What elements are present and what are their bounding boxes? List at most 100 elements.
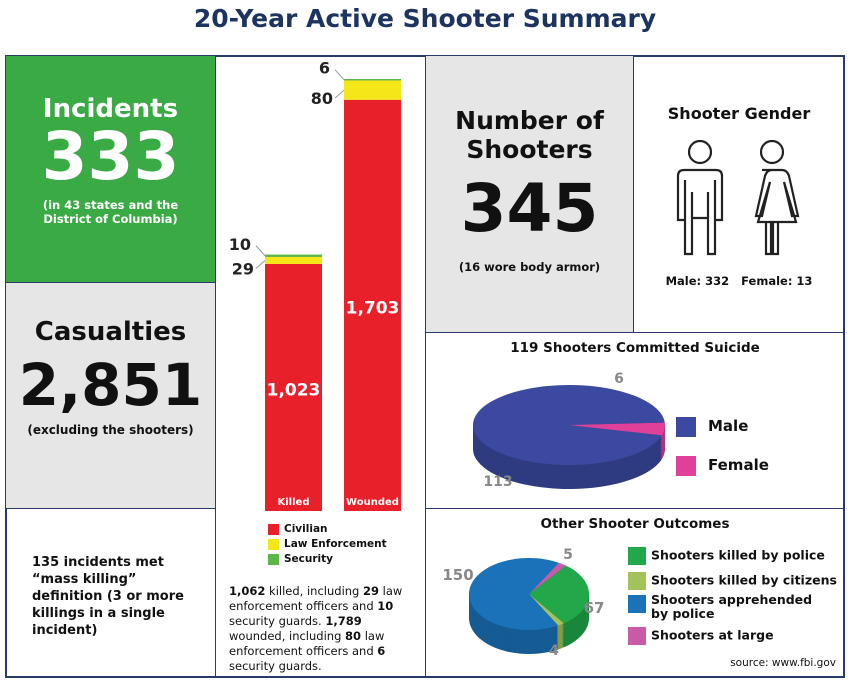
legend-swatch xyxy=(628,627,646,645)
pie-slice-shooters-at-large xyxy=(529,562,566,594)
mass-killing-text: 135 incidents met “mass killing” definit… xyxy=(32,555,184,638)
pie-slice-shooters-killed-by-police xyxy=(529,565,589,624)
legend-civilian: Civilian xyxy=(268,522,387,537)
pie-data-label: 67 xyxy=(584,599,605,617)
incidents-note: (in 43 states and the District of Columb… xyxy=(42,198,179,226)
casualty-text-part: 29 xyxy=(363,584,380,598)
legend-swatch xyxy=(268,538,279,550)
bar-wounded-civilian xyxy=(344,99,401,511)
outcomes-panel: Other Shooter Outcomes 5 67 4 150 Shooters … xyxy=(425,508,845,678)
legend-swatch xyxy=(676,416,696,437)
legend-label: Shooters killed by citizens xyxy=(651,572,837,588)
incidents-value: 333 xyxy=(41,118,180,195)
legend-female: Female xyxy=(676,446,769,485)
legend-killed-by-citizens: Shooters killed by citizens xyxy=(628,572,837,593)
legend-label: Male xyxy=(708,417,749,435)
legend-killed-by-police: Shooters killed by police xyxy=(628,547,837,572)
legend-law-enforcement: Law Enforcement xyxy=(268,537,387,552)
pie-data-label: 6 xyxy=(614,371,624,387)
pie-slice-shooters-apprehended-by-police xyxy=(469,558,559,630)
casualty-text-part: 6 xyxy=(377,644,386,658)
legend-at-large: Shooters at large xyxy=(628,627,837,645)
bar-data-label: 10 xyxy=(229,235,251,254)
legend-label: Security xyxy=(284,553,334,565)
legend-label: Civilian xyxy=(284,523,328,535)
legend-label: Shooters apprehended by police xyxy=(651,592,813,621)
bar-wounded-security xyxy=(344,79,401,81)
bar-category-label: Killed xyxy=(278,497,310,508)
casualty-bar-panel: 1,023 Killed 29 10 1,703 Wounded 80 6 Civilian … xyxy=(215,55,426,678)
bar-killed-civilian xyxy=(265,263,322,511)
legend-swatch xyxy=(268,523,279,535)
bar-category-label: Wounded xyxy=(346,497,399,508)
female-count: Female: 13 xyxy=(741,274,813,288)
legend-label: Law Enforcement xyxy=(284,538,387,550)
casualty-text-part: wounded, including xyxy=(229,629,346,643)
casualty-description: 1,062 killed, including 29 law enforceme… xyxy=(229,584,421,674)
legend-swatch xyxy=(676,455,696,476)
legend-swatch xyxy=(628,547,646,565)
pie-data-label: 113 xyxy=(483,474,512,490)
pie-data-label: 4 xyxy=(549,643,559,659)
leader-line xyxy=(255,260,266,269)
casualty-bar-chart: 1,023 Killed 29 10 1,703 Wounded 80 6 xyxy=(229,59,401,511)
bar-data-label: 1,023 xyxy=(267,380,321,400)
gender-counts: Male: 332 Female: 13 xyxy=(634,274,844,288)
male-icon xyxy=(676,139,724,256)
bar-data-label: 29 xyxy=(232,259,254,278)
outcomes-legend: Shooters killed by police Shooters kille… xyxy=(628,547,837,645)
suicide-panel: 119 Shooters Committed Suicide 113 6 Male… xyxy=(425,332,845,509)
bar-legend: Civilian Law Enforcement Security xyxy=(268,522,387,567)
mass-killing-panel: 135 incidents met “mass killing” definit… xyxy=(5,508,216,678)
casualties-panel: Casualties 2,851 (excluding the shooters… xyxy=(5,282,216,509)
legend-label: Shooters killed by police xyxy=(651,547,825,563)
casualty-text-part: security guards. xyxy=(229,614,326,628)
shooters-value: 345 xyxy=(460,170,599,247)
suicide-title: 119 Shooters Committed Suicide xyxy=(510,340,760,356)
casualty-text-part: killed, including xyxy=(265,584,364,598)
bar-data-label: 6 xyxy=(319,59,330,78)
pie-data-label: 5 xyxy=(563,547,573,563)
casualty-text-part: 1,062 xyxy=(229,584,266,598)
page-title: 20-Year Active Shooter Summary xyxy=(193,4,657,33)
casualty-text-part: 10 xyxy=(377,599,394,613)
casualty-text-part: law enforcement officers and xyxy=(229,629,385,658)
bar-data-label: 80 xyxy=(311,89,333,108)
pie-data-label: 150 xyxy=(442,566,473,584)
outcomes-pie-chart: 5 67 4 150 xyxy=(442,547,605,659)
pie-slice-female xyxy=(569,422,665,436)
suicide-legend: Male Female xyxy=(676,407,769,485)
pie-slice-male xyxy=(473,385,665,465)
casualties-value: 2,851 xyxy=(18,351,203,419)
casualties-note: (excluding the shooters) xyxy=(27,423,194,437)
leader-line xyxy=(255,245,266,257)
leader-line xyxy=(334,89,345,99)
gender-panel: Shooter Gender Male: 332 Female: 13 xyxy=(633,55,845,333)
casualty-text-part: security guards. xyxy=(229,659,322,673)
bar-killed-security xyxy=(265,254,322,257)
outcomes-title: Other Shooter Outcomes xyxy=(540,516,730,532)
legend-male: Male xyxy=(676,407,769,446)
bar-killed-law-enforcement xyxy=(265,256,322,264)
gender-icons xyxy=(676,139,800,256)
gender-title: Shooter Gender xyxy=(667,104,811,123)
legend-swatch xyxy=(628,572,646,590)
casualties-label: Casualties xyxy=(34,317,187,347)
legend-swatch xyxy=(268,553,279,565)
bar-wounded-law-enforcement xyxy=(344,80,401,100)
shooters-label: Number of Shooters xyxy=(455,106,604,164)
legend-swatch xyxy=(628,595,646,613)
suicide-pie-chart: 113 6 xyxy=(473,371,665,490)
bar-data-label: 1,703 xyxy=(346,298,400,318)
incidents-label: Incidents xyxy=(42,94,179,124)
shooters-note: (16 wore body armor) xyxy=(458,260,601,274)
casualty-text-part: law enforcement officers and xyxy=(229,584,403,613)
casualty-text-part: 1,789 xyxy=(325,614,362,628)
leader-line xyxy=(334,69,345,81)
legend-label: Female xyxy=(708,456,769,474)
male-count: Male: 332 xyxy=(665,274,730,288)
legend-label: Shooters at large xyxy=(651,627,774,643)
female-icon xyxy=(754,139,800,256)
pie-slice-shooters-killed-by-citizens xyxy=(529,594,564,626)
casualty-text-part: 80 xyxy=(345,629,362,643)
